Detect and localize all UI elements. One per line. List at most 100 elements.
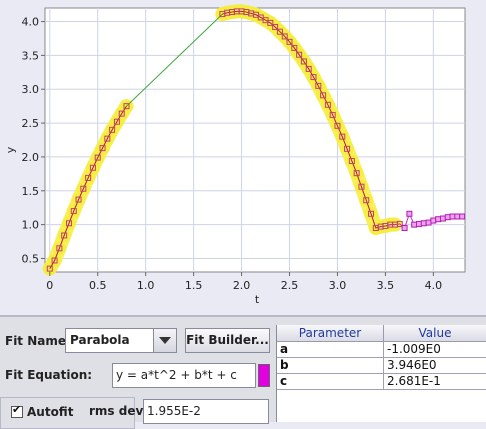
rms-label: rms dev: xyxy=(89,404,149,418)
param-value-b[interactable]: 3.946E0 xyxy=(384,358,486,374)
data-plot[interactable]: 0 0.5 1.0 1.5 2.0 2.5 3.0 3.5 4.0 0.5 1.0 1.5 2.0 2.… xyxy=(0,0,486,315)
data-point xyxy=(70,208,77,215)
plot-area[interactable]: 0 0.5 1.0 1.5 2.0 2.5 3.0 3.5 4.0 0.5 1.0 1.5 2.0 2.… xyxy=(0,0,486,315)
header-value[interactable]: Value xyxy=(384,325,486,342)
excluded-point xyxy=(435,216,442,223)
excluded-point xyxy=(430,217,437,224)
data-point xyxy=(305,65,312,72)
y-tick-label: 3.0 xyxy=(22,83,40,96)
excluded-point xyxy=(459,213,466,220)
data-point xyxy=(296,51,303,58)
data-point xyxy=(46,265,53,272)
gap-connector xyxy=(126,13,223,107)
y-tick-label: 1.5 xyxy=(22,185,40,198)
x-axis-title: t xyxy=(255,293,260,306)
data-point xyxy=(65,220,72,227)
data-point xyxy=(334,122,341,129)
y-axis-title: y xyxy=(4,146,17,153)
x-tick-label: 2.0 xyxy=(233,279,251,292)
x-tick-label: 4.0 xyxy=(425,279,443,292)
parameter-table: Parameter Value a -1.009E0 b 3.946E0 c 2… xyxy=(276,325,486,422)
header-parameter[interactable]: Parameter xyxy=(277,325,384,342)
fit-equation-label: Fit Equation: xyxy=(5,368,93,382)
y-tick-label: 0.5 xyxy=(22,252,40,265)
data-point xyxy=(51,257,58,264)
excluded-point xyxy=(411,221,418,228)
excluded-point xyxy=(415,220,422,227)
data-point xyxy=(348,157,355,164)
x-tick-label: 0 xyxy=(46,279,53,292)
data-point xyxy=(300,58,307,65)
excluded-point xyxy=(449,213,456,220)
excluded-point xyxy=(420,220,427,227)
data-point xyxy=(329,111,336,118)
data-point xyxy=(89,164,96,171)
data-point xyxy=(324,101,331,108)
data-point xyxy=(344,145,351,152)
data-point xyxy=(396,220,403,227)
x-tick-label: 2.5 xyxy=(281,279,299,292)
data-markers xyxy=(46,8,466,272)
y-tick-label: 4.0 xyxy=(22,16,40,29)
data-point xyxy=(310,74,317,81)
data-point xyxy=(80,185,87,192)
excluded-point xyxy=(406,210,413,217)
autofit-label[interactable]: Autofit xyxy=(27,405,74,419)
x-tick-label: 1.0 xyxy=(137,279,155,292)
data-point xyxy=(339,133,346,140)
data-point xyxy=(291,44,298,51)
data-point xyxy=(353,170,360,177)
x-tick-label: 1.5 xyxy=(185,279,203,292)
data-point xyxy=(94,154,101,161)
excluded-point xyxy=(454,213,461,220)
data-point xyxy=(85,174,92,181)
chevron-down-icon[interactable] xyxy=(153,329,176,352)
rms-value-field[interactable]: 1.955E-2 xyxy=(143,399,269,424)
fit-control-panel: Fit Name: Parabola Fit Builder... Fit Eq… xyxy=(0,315,486,429)
fit-settings: Fit Name: Parabola Fit Builder... Fit Eq… xyxy=(0,325,274,429)
excluded-point xyxy=(439,215,446,222)
fit-equation-field[interactable]: y = a*t^2 + b*t + c xyxy=(112,363,256,388)
data-point xyxy=(286,38,293,45)
x-axis-ticks: 0 0.5 1.0 1.5 2.0 2.5 3.0 3.5 4.0 xyxy=(46,272,442,292)
param-name-a[interactable]: a xyxy=(277,342,384,358)
data-point xyxy=(56,245,63,252)
data-point xyxy=(75,196,82,203)
param-value-a[interactable]: -1.009E0 xyxy=(384,342,486,358)
x-tick-label: 3.5 xyxy=(377,279,395,292)
autofit-checkbox[interactable] xyxy=(11,403,23,418)
data-point xyxy=(358,183,365,190)
param-name-c[interactable]: c xyxy=(277,374,384,390)
data-point xyxy=(276,28,283,35)
data-point xyxy=(123,103,130,110)
fit-name-dropdown[interactable]: Parabola xyxy=(65,328,177,353)
data-point xyxy=(272,23,279,30)
data-point xyxy=(320,92,327,99)
data-point xyxy=(281,33,288,40)
excluded-point xyxy=(425,219,432,226)
data-point xyxy=(363,197,370,204)
fit-name-label: Fit Name: xyxy=(5,334,71,348)
data-point xyxy=(315,82,322,89)
excluded-point xyxy=(444,214,451,221)
data-point xyxy=(104,135,111,142)
y-tick-label: 2.0 xyxy=(22,151,40,164)
y-tick-label: 3.5 xyxy=(22,49,40,62)
data-point xyxy=(267,19,274,26)
excluded-point xyxy=(401,225,408,231)
data-point xyxy=(109,126,116,133)
data-point xyxy=(368,210,375,217)
data-line xyxy=(222,10,395,229)
y-axis-ticks: 0.5 1.0 1.5 2.0 2.5 3.0 3.5 4.0 xyxy=(22,16,45,265)
data-point xyxy=(99,145,106,152)
x-tick-label: 0.5 xyxy=(89,279,107,292)
param-name-b[interactable]: b xyxy=(277,358,384,374)
x-tick-label: 3.0 xyxy=(329,279,347,292)
fit-color-swatch[interactable] xyxy=(258,364,270,387)
y-tick-label: 1.0 xyxy=(22,219,40,232)
param-value-c[interactable]: 2.681E-1 xyxy=(384,374,486,390)
fit-builder-button[interactable]: Fit Builder... xyxy=(185,328,270,353)
data-point xyxy=(113,118,120,125)
data-point xyxy=(118,110,125,117)
gap-line xyxy=(126,13,223,107)
